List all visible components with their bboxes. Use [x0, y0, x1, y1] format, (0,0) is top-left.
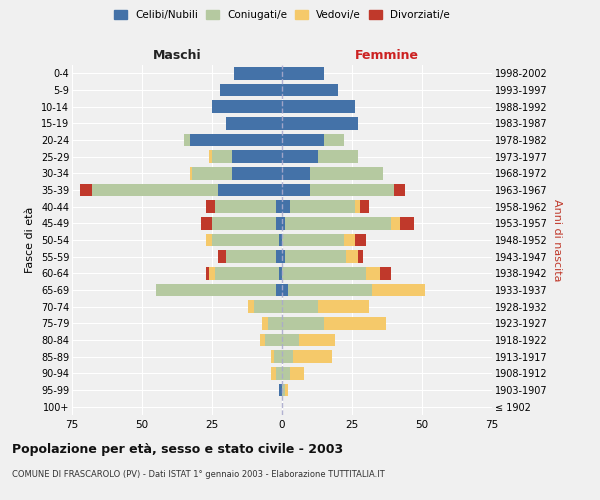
Bar [299, 334, 335, 346]
Bar [262, 317, 268, 330]
Text: Popolazione per età, sesso e stato civile - 2003: Popolazione per età, sesso e stato civil… [12, 442, 343, 456]
Bar [282, 234, 344, 246]
Bar [282, 367, 290, 380]
Bar [346, 250, 358, 263]
Bar [380, 267, 391, 280]
Bar [218, 184, 282, 196]
Bar [92, 184, 218, 196]
Bar [282, 167, 310, 179]
Bar [212, 100, 282, 113]
Bar [282, 200, 290, 213]
Bar [220, 84, 282, 96]
Bar [282, 117, 358, 130]
Bar [212, 234, 279, 246]
Bar [324, 134, 344, 146]
Bar [282, 100, 355, 113]
Bar [235, 67, 282, 80]
Bar [190, 167, 193, 179]
Bar [232, 167, 282, 179]
Bar [287, 284, 371, 296]
Bar [282, 334, 299, 346]
Bar [212, 217, 277, 230]
Bar [282, 384, 285, 396]
Bar [184, 134, 190, 146]
Bar [310, 184, 394, 196]
Bar [206, 267, 209, 280]
Bar [232, 150, 282, 163]
Legend: Celibi/Nubili, Coniugati/e, Vedovi/e, Divorziati/e: Celibi/Nubili, Coniugati/e, Vedovi/e, Di… [112, 8, 452, 22]
Bar [274, 350, 282, 363]
Bar [371, 284, 425, 296]
Bar [319, 150, 358, 163]
Bar [260, 334, 265, 346]
Bar [285, 217, 391, 230]
Bar [277, 284, 282, 296]
Bar [277, 367, 282, 380]
Bar [310, 167, 383, 179]
Bar [277, 200, 282, 213]
Bar [271, 367, 277, 380]
Bar [282, 300, 319, 313]
Bar [277, 250, 282, 263]
Bar [290, 367, 304, 380]
Bar [277, 217, 282, 230]
Bar [215, 267, 279, 280]
Bar [201, 217, 212, 230]
Bar [193, 167, 232, 179]
Bar [290, 200, 355, 213]
Bar [293, 350, 332, 363]
Text: Maschi: Maschi [152, 48, 202, 62]
Bar [265, 334, 282, 346]
Bar [282, 184, 310, 196]
Bar [279, 267, 282, 280]
Bar [282, 250, 285, 263]
Bar [285, 384, 287, 396]
Bar [209, 267, 215, 280]
Y-axis label: Anni di nascita: Anni di nascita [551, 198, 562, 281]
Bar [282, 267, 366, 280]
Bar [279, 384, 282, 396]
Bar [285, 250, 346, 263]
Bar [190, 134, 282, 146]
Bar [282, 84, 338, 96]
Bar [358, 250, 363, 263]
Bar [282, 217, 285, 230]
Text: COMUNE DI FRASCAROLO (PV) - Dati ISTAT 1° gennaio 2003 - Elaborazione TUTTITALIA: COMUNE DI FRASCAROLO (PV) - Dati ISTAT 1… [12, 470, 385, 479]
Bar [248, 300, 254, 313]
Bar [366, 267, 380, 280]
Bar [279, 234, 282, 246]
Bar [215, 200, 277, 213]
Bar [319, 300, 369, 313]
Bar [282, 350, 293, 363]
Bar [80, 184, 92, 196]
Bar [361, 200, 369, 213]
Bar [206, 234, 212, 246]
Bar [282, 317, 324, 330]
Bar [206, 200, 215, 213]
Bar [282, 67, 324, 80]
Bar [355, 200, 361, 213]
Bar [344, 234, 355, 246]
Bar [282, 134, 324, 146]
Bar [226, 117, 282, 130]
Bar [218, 250, 226, 263]
Bar [254, 300, 282, 313]
Bar [391, 217, 400, 230]
Text: Femmine: Femmine [355, 48, 419, 62]
Bar [271, 350, 274, 363]
Bar [355, 234, 366, 246]
Y-axis label: Fasce di età: Fasce di età [25, 207, 35, 273]
Bar [226, 250, 277, 263]
Bar [324, 317, 386, 330]
Bar [209, 150, 212, 163]
Bar [156, 284, 277, 296]
Bar [282, 150, 319, 163]
Bar [268, 317, 282, 330]
Bar [394, 184, 405, 196]
Bar [212, 150, 232, 163]
Bar [282, 284, 287, 296]
Bar [400, 217, 413, 230]
